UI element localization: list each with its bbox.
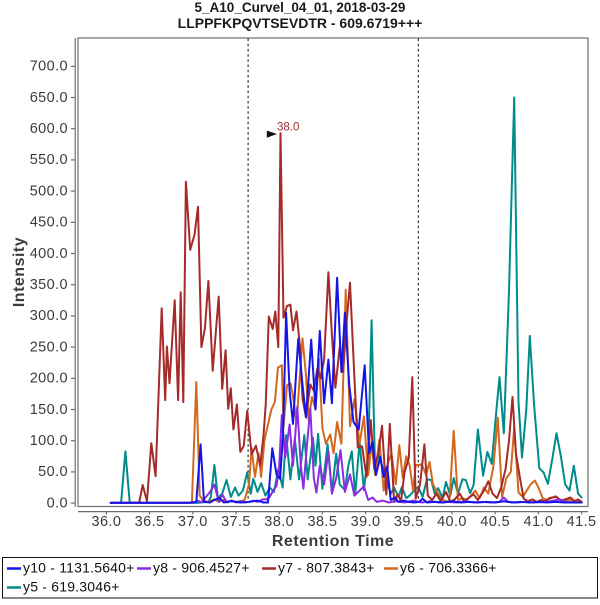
- svg-text:38.5: 38.5: [307, 514, 337, 530]
- svg-text:41.5: 41.5: [567, 514, 597, 530]
- svg-text:y10 - 1131.5640+: y10 - 1131.5640+: [23, 560, 135, 576]
- svg-text:37.0: 37.0: [178, 514, 208, 530]
- svg-text:y5 - 619.3046+: y5 - 619.3046+: [23, 579, 120, 595]
- svg-text:400.0: 400.0: [30, 246, 68, 262]
- svg-text:500.0: 500.0: [30, 183, 68, 199]
- svg-text:37.5: 37.5: [221, 514, 251, 530]
- svg-text:36.5: 36.5: [135, 514, 165, 530]
- svg-text:36.0: 36.0: [91, 514, 121, 530]
- svg-text:5_A10_Curvel_04_01, 2018-03-29: 5_A10_Curvel_04_01, 2018-03-29: [195, 0, 406, 15]
- svg-text:650.0: 650.0: [30, 90, 68, 106]
- svg-text:40.5: 40.5: [480, 514, 510, 530]
- svg-text:150.0: 150.0: [30, 402, 68, 418]
- svg-text:y7 - 807.3843+: y7 - 807.3843+: [278, 560, 375, 576]
- svg-text:50.0: 50.0: [38, 464, 68, 480]
- svg-text:38.0: 38.0: [264, 514, 294, 530]
- svg-text:250.0: 250.0: [30, 339, 68, 355]
- svg-text:200.0: 200.0: [30, 371, 68, 387]
- svg-text:300.0: 300.0: [30, 308, 68, 324]
- svg-text:40.0: 40.0: [437, 514, 467, 530]
- svg-text:450.0: 450.0: [30, 215, 68, 231]
- svg-text:600.0: 600.0: [30, 121, 68, 137]
- svg-text:y8 - 906.4527+: y8 - 906.4527+: [153, 560, 250, 576]
- svg-text:700.0: 700.0: [30, 59, 68, 75]
- svg-text:41.0: 41.0: [523, 514, 553, 530]
- svg-text:y6 - 706.3366+: y6 - 706.3366+: [400, 560, 497, 576]
- svg-text:39.5: 39.5: [394, 514, 424, 530]
- svg-text:Intensity: Intensity: [11, 237, 28, 307]
- svg-text:LLPPFKPQVTSEVDTR - 609.6719+++: LLPPFKPQVTSEVDTR - 609.6719+++: [178, 15, 423, 31]
- svg-text:100.0: 100.0: [30, 433, 68, 449]
- svg-text:550.0: 550.0: [30, 152, 68, 168]
- svg-text:39.0: 39.0: [351, 514, 381, 530]
- svg-text:0.0: 0.0: [47, 495, 68, 511]
- svg-text:350.0: 350.0: [30, 277, 68, 293]
- svg-text:38.0: 38.0: [277, 122, 299, 134]
- svg-text:Retention Time: Retention Time: [272, 533, 394, 550]
